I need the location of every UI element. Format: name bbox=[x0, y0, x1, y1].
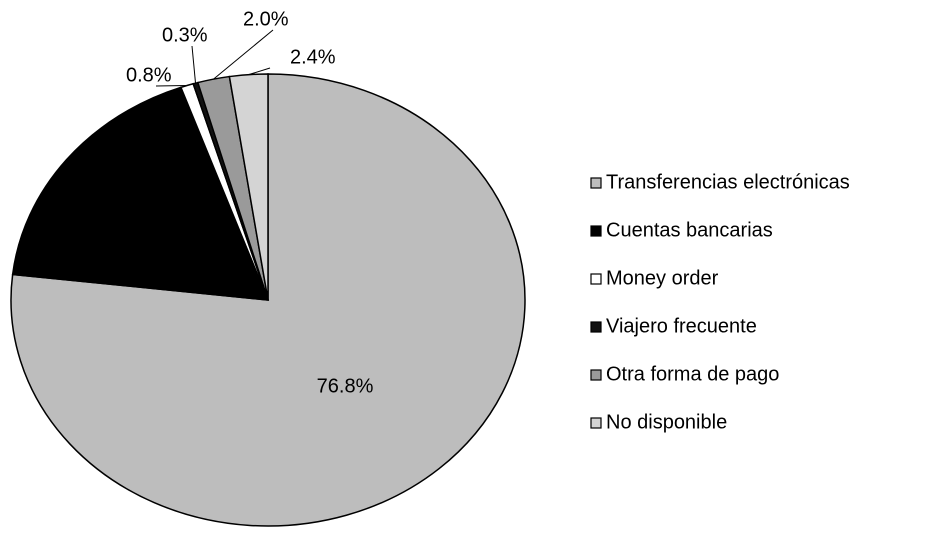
legend-swatch bbox=[590, 273, 602, 285]
data-label: 0.3% bbox=[162, 24, 208, 46]
pie-slice bbox=[10, 73, 526, 527]
legend-label: Money order bbox=[606, 267, 719, 289]
leader-line bbox=[191, 45, 197, 84]
legend-label: Transferencias electrónicas bbox=[606, 171, 850, 193]
data-label: 0.8% bbox=[126, 64, 172, 86]
data-label: 2.4% bbox=[290, 46, 336, 68]
legend-swatch bbox=[590, 225, 602, 237]
leader-line bbox=[213, 29, 274, 80]
data-label: 2.0% bbox=[243, 8, 289, 30]
legend-swatch bbox=[590, 321, 602, 333]
leader-line bbox=[248, 67, 271, 76]
legend-swatch bbox=[590, 177, 602, 189]
pie-slice bbox=[11, 86, 270, 301]
legend-swatch bbox=[590, 369, 602, 381]
legend-label: Otra forma de pago bbox=[606, 363, 779, 385]
data-label: 76.8% bbox=[317, 375, 374, 397]
legend-label: Cuentas bancarias bbox=[606, 219, 773, 241]
legend-swatch bbox=[590, 417, 602, 429]
legend-label: Viajero frecuente bbox=[606, 315, 757, 337]
legend-label: No disponible bbox=[606, 411, 727, 433]
